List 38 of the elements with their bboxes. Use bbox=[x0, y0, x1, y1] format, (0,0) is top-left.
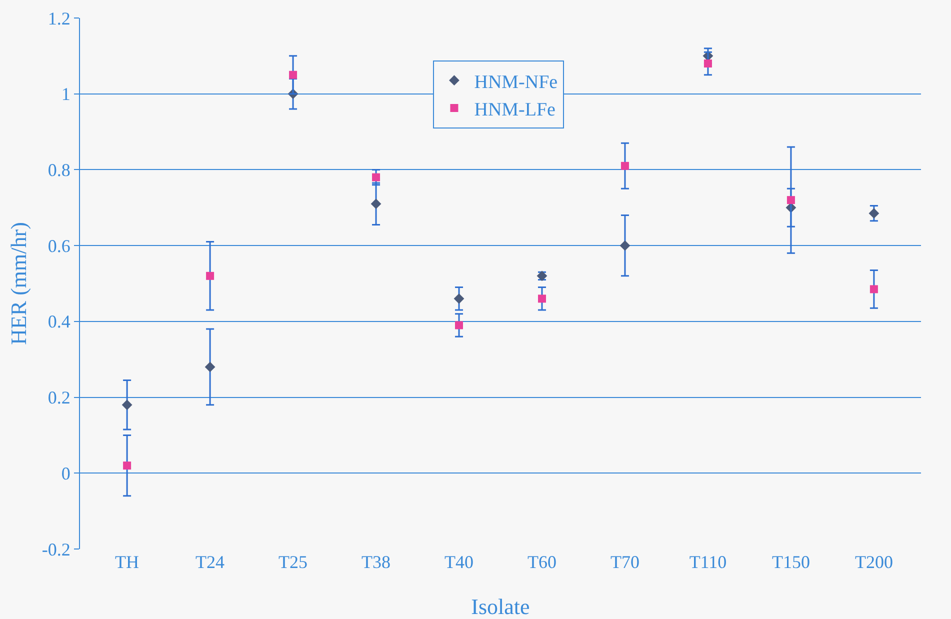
legend-label: HNM-LFe bbox=[474, 99, 556, 120]
x-tick-label: T38 bbox=[362, 552, 391, 572]
x-tick-label: TH bbox=[115, 552, 140, 572]
point bbox=[786, 196, 795, 204]
point bbox=[370, 198, 382, 210]
x-axis-title: Isolate bbox=[471, 594, 530, 619]
point bbox=[620, 162, 629, 170]
x-tick-label: T200 bbox=[854, 552, 893, 572]
point bbox=[204, 362, 216, 372]
y-tick-label: 1 bbox=[61, 84, 70, 104]
x-tick-label: T40 bbox=[444, 552, 474, 572]
point bbox=[538, 294, 546, 303]
point bbox=[122, 400, 132, 410]
x-tick-label: T60 bbox=[527, 552, 556, 572]
y-tick-label: 1.2 bbox=[48, 8, 70, 28]
x-tick-label: T110 bbox=[689, 552, 727, 572]
x-tick-label: T150 bbox=[772, 552, 810, 572]
x-tick-label: T24 bbox=[196, 552, 225, 572]
point bbox=[206, 272, 214, 280]
point bbox=[289, 70, 298, 79]
x-tick-label: T70 bbox=[610, 552, 640, 572]
x-tick-label: T25 bbox=[278, 552, 308, 572]
point bbox=[868, 208, 880, 219]
y-tick-label: 0.8 bbox=[48, 160, 70, 180]
y-axis-title: HER (mm/hr) bbox=[6, 222, 31, 345]
y-tick-label: -0.2 bbox=[42, 539, 70, 560]
point bbox=[455, 321, 464, 330]
point bbox=[620, 240, 630, 251]
point bbox=[454, 293, 464, 304]
legend-label: HNM-NFe bbox=[474, 72, 558, 93]
y-tick-label: 0.2 bbox=[48, 388, 70, 408]
point bbox=[372, 173, 380, 182]
point bbox=[123, 462, 132, 470]
y-tick-label: 0.6 bbox=[48, 236, 70, 256]
point bbox=[870, 285, 878, 294]
y-tick-label: 0.4 bbox=[48, 312, 70, 332]
point bbox=[704, 60, 712, 68]
y-tick-label: 0 bbox=[61, 463, 70, 484]
